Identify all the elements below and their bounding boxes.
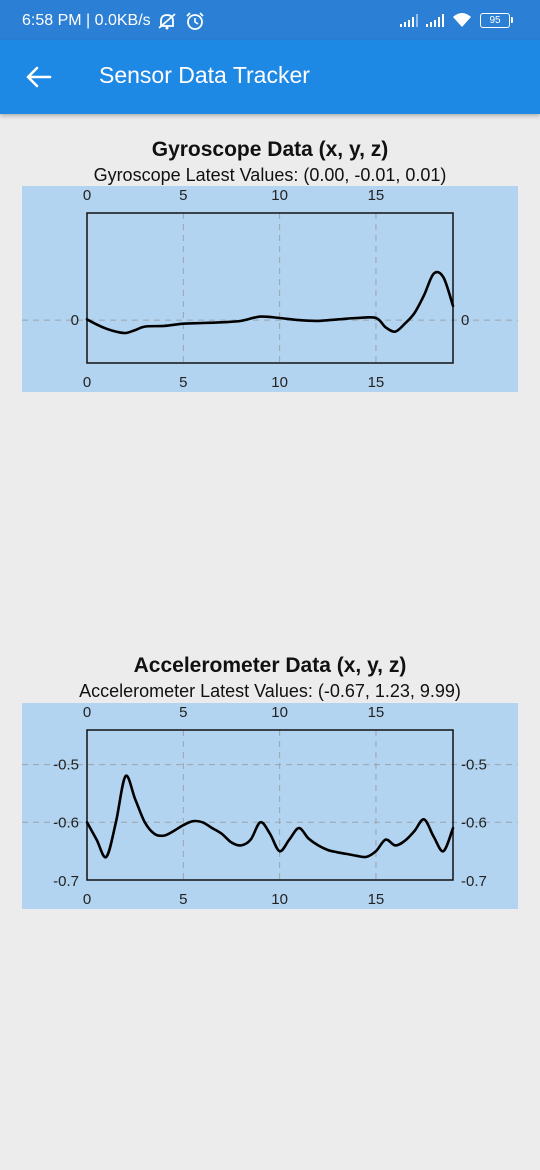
gyroscope-y-tick-right-0: 0 <box>461 312 469 329</box>
accelerometer-y-tick-right-2: -0.7 <box>461 873 487 890</box>
accelerometer-x-tick-bottom-3: 15 <box>368 891 385 908</box>
accelerometer-x-tick-bottom-0: 0 <box>83 891 91 908</box>
accelerometer-y-tick-right-1: -0.6 <box>461 814 487 831</box>
signal-icon <box>426 13 444 27</box>
gyroscope-plot-frame <box>86 212 454 364</box>
gyroscope-latest-values: Gyroscope Latest Values: (0.00, -0.01, 0… <box>93 165 447 185</box>
muted-alarm-icon <box>158 13 176 30</box>
accelerometer-plot-frame <box>86 729 454 881</box>
arrow-left-icon[interactable] <box>24 63 52 91</box>
accelerometer-x-tick-top-3: 15 <box>368 704 385 721</box>
gyroscope-x-tick-bottom-0: 0 <box>83 374 91 391</box>
accelerometer-x-tick-bottom-2: 10 <box>271 891 288 908</box>
accelerometer-y-tick-left-1: -0.6 <box>53 814 79 831</box>
status-right: 95 <box>400 12 513 28</box>
alarm-icon <box>186 12 204 30</box>
accelerometer-chart-panel: 0 0 5 5 10 10 15 15 -0.5 -0.5 -0.6 -0.6 -0.7 -0.7 <box>22 703 518 909</box>
status-bar: 6:58 PM | 0.0KB/s 95 <box>0 0 540 40</box>
accelerometer-chart-title: Accelerometer Data (x, y, z) <box>133 654 407 677</box>
accelerometer-series-line <box>85 774 455 859</box>
gyroscope-y-tick-left-0: 0 <box>71 312 79 329</box>
accelerometer-x-tick-top-0: 0 <box>83 704 91 721</box>
accelerometer-x-tick-top-1: 5 <box>179 704 187 721</box>
app-title: Sensor Data Tracker <box>99 62 310 88</box>
gyroscope-x-tick-top-0: 0 <box>83 187 91 204</box>
app-bar: Sensor Data Tracker <box>0 40 540 114</box>
gyroscope-x-tick-top-1: 5 <box>179 187 187 204</box>
accelerometer-latest-values: Accelerometer Latest Values: (-0.67, 1.2… <box>79 681 461 701</box>
signal-icon <box>400 13 418 27</box>
gyroscope-x-tick-top-2: 10 <box>271 187 288 204</box>
gyroscope-chart-panel: 0 0 5 5 10 10 15 15 0 0 <box>22 186 518 392</box>
gyroscope-x-tick-bottom-3: 15 <box>368 374 385 391</box>
gyroscope-x-tick-bottom-1: 5 <box>179 374 187 391</box>
gyroscope-x-tick-top-3: 15 <box>368 187 385 204</box>
status-left: 6:58 PM | 0.0KB/s <box>22 12 205 30</box>
gyroscope-chart-title: Gyroscope Data (x, y, z) <box>151 138 389 161</box>
gyroscope-series-line <box>85 270 455 335</box>
gyroscope-chart: 0 0 5 5 10 10 15 15 0 0 <box>22 187 518 391</box>
battery-level: 95 <box>489 14 501 26</box>
accelerometer-x-tick-top-2: 10 <box>271 704 288 721</box>
accelerometer-y-tick-left-0: -0.5 <box>53 757 79 774</box>
accelerometer-x-tick-bottom-1: 5 <box>179 891 187 908</box>
gyroscope-x-tick-bottom-2: 10 <box>271 374 288 391</box>
accelerometer-chart: 0 0 5 5 10 10 15 15 -0.5 -0.5 -0.6 -0.6 -0.7 -0.7 <box>22 704 518 908</box>
battery-icon: 95 <box>480 12 513 28</box>
accelerometer-y-tick-right-0: -0.5 <box>461 757 487 774</box>
status-time: 6:58 PM | 0.0KB/s <box>22 12 151 29</box>
accelerometer-y-tick-left-2: -0.7 <box>53 873 79 890</box>
wifi-icon <box>453 13 471 27</box>
